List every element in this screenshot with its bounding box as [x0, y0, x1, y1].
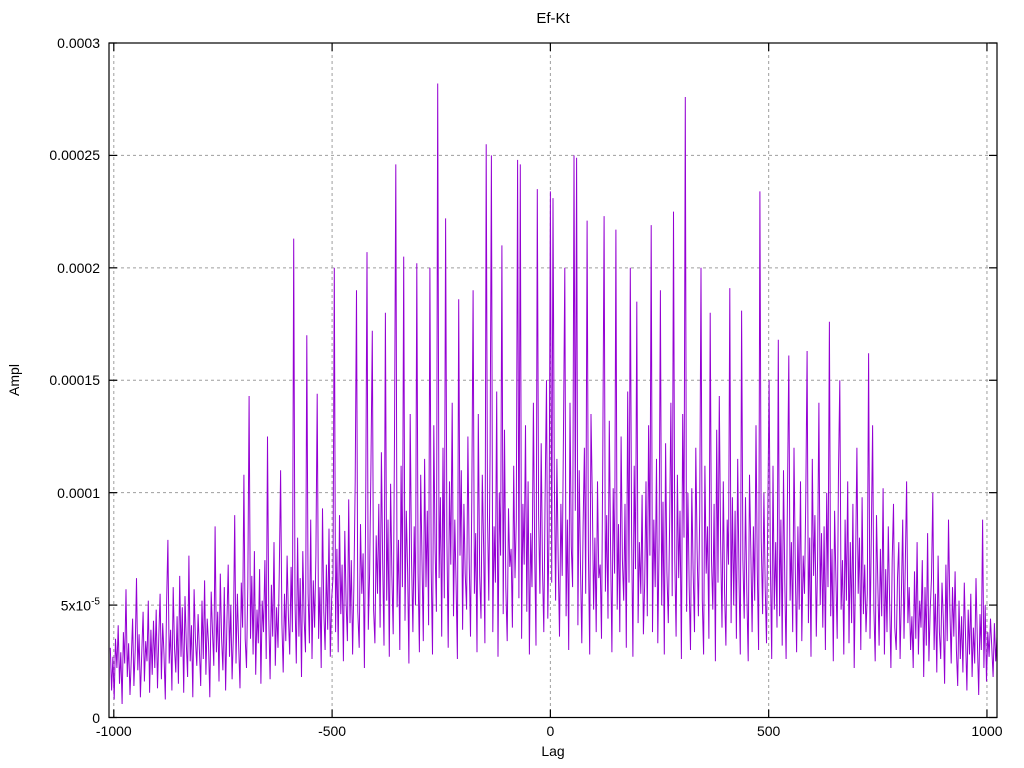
x-tick-label: -1000: [95, 723, 132, 739]
y-tick-label: 0.0003: [57, 35, 100, 51]
y-tick-label: 0.0001: [57, 484, 100, 501]
x-tick-label: -500: [318, 723, 347, 739]
x-tick-label: 1000: [971, 723, 1003, 739]
y-tick-label: 0: [92, 709, 100, 726]
x-tick-label: 500: [756, 723, 781, 739]
x-axis-label: Lag: [541, 743, 565, 759]
y-tick-label: 0.00025: [49, 147, 100, 164]
y-tick-label: 0.00015: [49, 372, 100, 389]
chart-title: Ef-Kt: [536, 10, 570, 27]
x-tick-label: 0: [546, 723, 555, 739]
y-tick-label: 0.0002: [57, 259, 100, 276]
y-tick-label: 5x10-5: [60, 596, 100, 614]
data-series-line: [109, 83, 998, 705]
